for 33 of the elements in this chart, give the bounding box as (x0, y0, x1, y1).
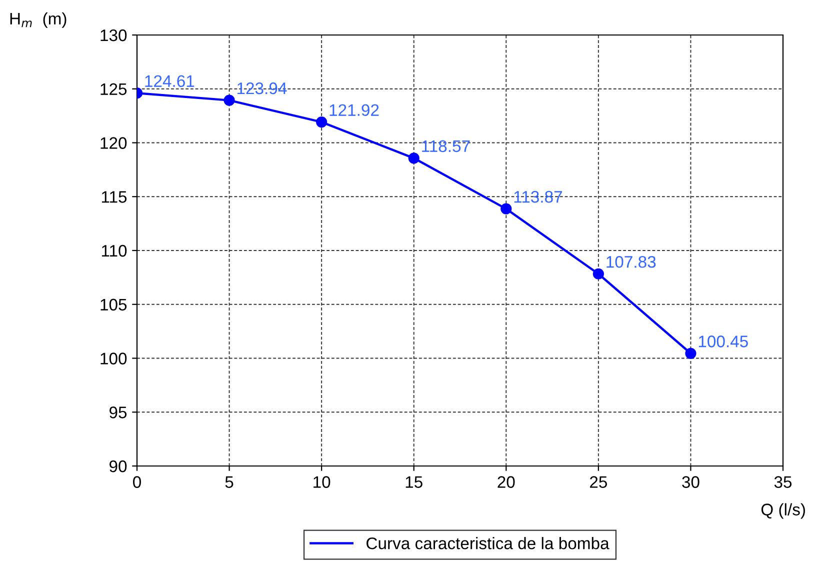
y-tick-label: 100 (100, 352, 127, 364)
data-label: 113.87 (514, 190, 562, 203)
legend-label: Curva caracteristica de la bomba (366, 537, 610, 550)
x-tick-label: 30 (682, 476, 700, 488)
data-label: 118.57 (422, 140, 470, 152)
y-axis-title: H$_{m}$ (m) (10, 12, 66, 28)
data-label: 121.92 (330, 104, 379, 116)
x-tick-label: 20 (498, 476, 515, 488)
y-tick-label: 130 (100, 29, 127, 42)
y-tick-label: 105 (100, 298, 127, 311)
x-tick-label: 5 (225, 476, 234, 488)
point (500, 203, 512, 214)
data-label: 124.61 (145, 75, 194, 88)
point (592, 268, 604, 280)
x-axis-title: Q (l/s) (761, 503, 805, 519)
y-tick-label: 90 (110, 460, 127, 472)
point (224, 94, 235, 106)
x-tick-label: 10 (314, 476, 330, 488)
x-tick-label: 15 (406, 476, 422, 488)
data-label: 123.94 (238, 82, 287, 94)
y-tick-label: 115 (102, 191, 127, 203)
data-label: 100.45 (698, 336, 748, 348)
y-tick-label: 95 (110, 406, 127, 418)
y-tick-label: 120 (100, 137, 127, 149)
x-tick-label: 25 (590, 476, 607, 488)
data-label: 107.83 (606, 256, 656, 268)
x-tick-label: 0 (133, 476, 141, 488)
x-tick-label: 35 (774, 476, 792, 488)
point (316, 116, 328, 128)
y-tick-label: 110 (102, 244, 127, 257)
y-tick-label: 125 (100, 83, 127, 96)
point (408, 152, 420, 164)
point (685, 348, 696, 359)
